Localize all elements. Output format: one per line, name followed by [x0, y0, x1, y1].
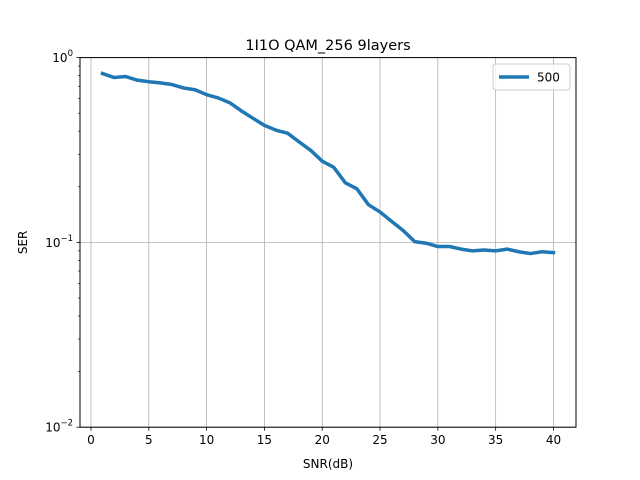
x-tick-label: 30	[430, 433, 445, 447]
series-layer	[100, 71, 556, 256]
series-line	[100, 71, 556, 256]
x-tick-label: 40	[546, 433, 561, 447]
x-tick-label: 5	[145, 433, 153, 447]
y-tick-label: 10−2	[45, 419, 73, 435]
y-axis-label: SER	[16, 231, 30, 255]
x-tick-label: 10	[199, 433, 214, 447]
y-tick-label: 10−1	[45, 234, 73, 250]
x-tick-label: 35	[488, 433, 503, 447]
chart-title: 1I1O QAM_256 9layers	[245, 38, 410, 54]
x-tick-label: 20	[315, 433, 330, 447]
y-tick-label: 100	[52, 49, 73, 65]
x-tick-label: 25	[372, 433, 387, 447]
x-tick-label: 0	[87, 433, 95, 447]
tick-layer: 0 5 10 15 20 25 30 35 40 10−2 10−1 100	[45, 49, 561, 447]
x-tick-label: 15	[257, 433, 272, 447]
legend-frame	[492, 63, 571, 91]
legend-label: 500	[537, 71, 560, 85]
legend: 500	[492, 63, 571, 91]
x-axis-label: SNR(dB)	[303, 457, 353, 471]
